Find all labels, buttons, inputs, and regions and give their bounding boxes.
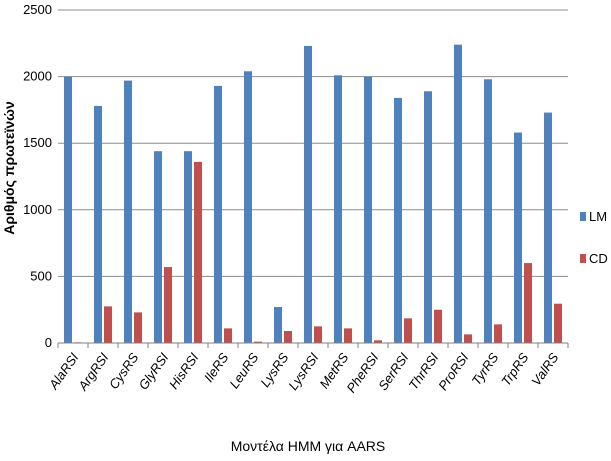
y-tick-label: 500	[30, 268, 52, 283]
bar-cd	[374, 340, 382, 343]
x-tick-label: TrpRS	[498, 350, 531, 389]
legend: LM CD	[580, 209, 608, 266]
bar-lm	[304, 45, 312, 344]
y-tick-label: 1000	[23, 202, 52, 217]
bar-cd	[314, 326, 322, 343]
bar-lm	[154, 151, 162, 343]
bar-cd	[224, 328, 232, 343]
legend-label-cd: CD	[589, 251, 608, 266]
bar-lm	[514, 132, 522, 343]
legend-swatch-lm	[580, 212, 586, 221]
bar-lm	[94, 105, 102, 344]
x-axis-title: Μοντέλα HMM για AARS	[231, 438, 386, 454]
bar-cd	[464, 334, 472, 343]
legend-label-lm: LM	[589, 209, 607, 224]
x-tick-label: LysRSI	[285, 350, 321, 393]
bar-cd	[554, 303, 562, 343]
x-tick-label: ValRS	[528, 350, 561, 389]
x-tick-label: SerRSI	[375, 350, 412, 393]
bar-cd	[524, 263, 532, 343]
x-tick-label: TyrRS	[469, 350, 502, 388]
bar-lm	[124, 80, 132, 343]
x-tick-label: LeuRS	[226, 350, 261, 391]
bar-lm	[394, 97, 402, 343]
bar-cd	[434, 309, 442, 343]
bar-lm	[64, 76, 72, 343]
y-axis-title: Αριθμός πρωτεϊνών	[1, 101, 17, 235]
bar-lm	[544, 112, 552, 344]
bar-lm	[454, 44, 462, 344]
y-tick-labels: 0 500 1000 1500 2000 2500	[23, 2, 52, 350]
gridlines	[58, 9, 568, 277]
bar-cd	[164, 267, 172, 343]
bar-cd	[134, 312, 142, 343]
bar-cd	[254, 341, 262, 343]
bar-cd	[494, 324, 502, 343]
x-tick-label: GlyRSI	[136, 350, 172, 393]
bar-cd	[344, 328, 352, 343]
y-tick-label: 1500	[23, 135, 52, 150]
bar-cd	[404, 318, 412, 343]
bar-cd	[284, 331, 292, 343]
bar-lm	[244, 71, 252, 343]
x-tick-label: ProRSI	[435, 350, 472, 393]
x-tick-label: HisRSI	[166, 350, 202, 392]
y-tick-label: 0	[45, 335, 52, 350]
bar-lm	[484, 79, 492, 343]
bar-lm	[184, 151, 192, 343]
bar-lm	[274, 307, 282, 343]
bar-lm	[364, 76, 372, 343]
bar-lm	[334, 75, 342, 343]
bar-lm	[424, 91, 432, 343]
x-tick-label: ArgRSI	[75, 350, 112, 394]
bars	[64, 44, 562, 344]
bar-cd	[194, 161, 202, 343]
x-tick-label: PheRSI	[343, 350, 381, 396]
y-tick-label: 2500	[23, 2, 52, 17]
x-tick-label: IleRS	[201, 350, 232, 385]
legend-swatch-cd	[580, 254, 586, 263]
y-tick-label: 2000	[23, 69, 52, 84]
bar-cd	[104, 306, 112, 343]
bar-lm	[214, 85, 222, 343]
